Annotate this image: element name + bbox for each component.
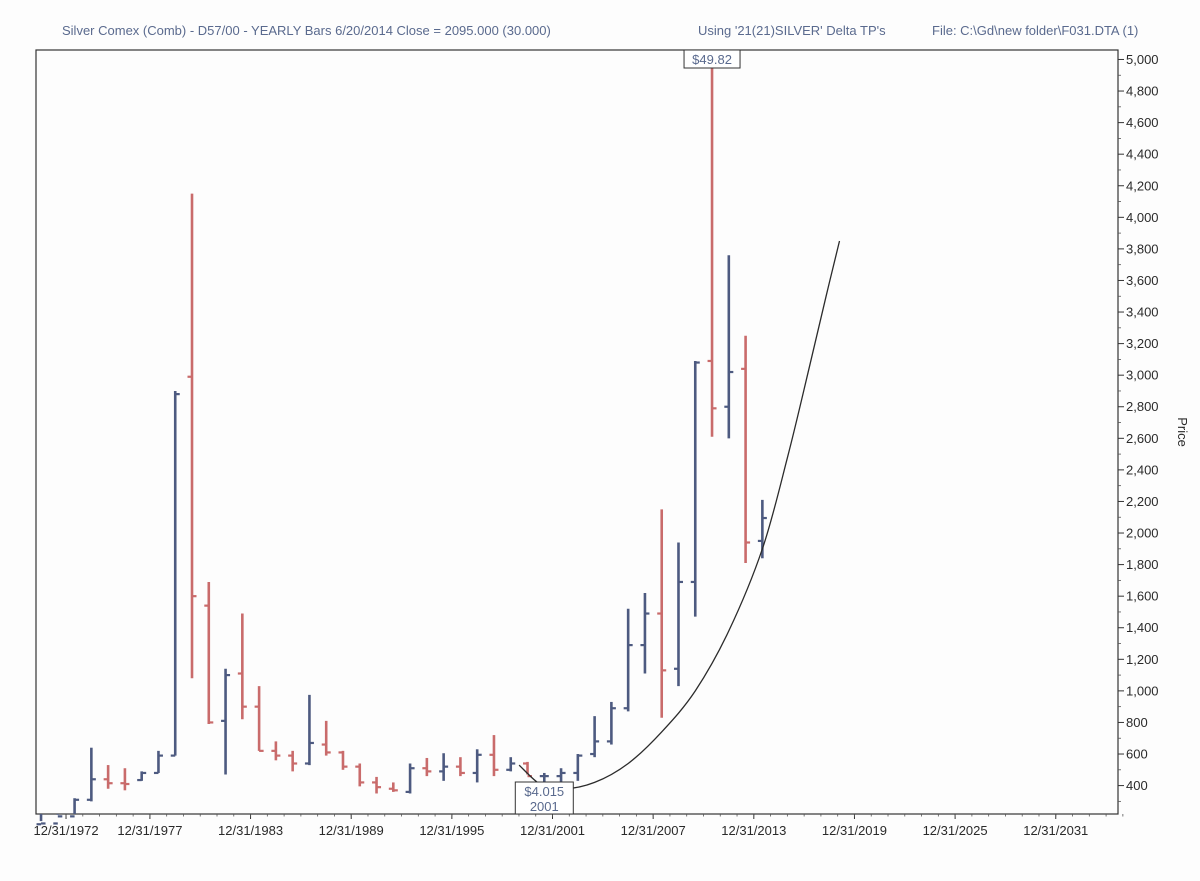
low-label-price: $4.015 [524, 784, 564, 799]
chart-using-info: Using '21(21)SILVER' Delta TP's [698, 23, 886, 38]
y-tick-label-22: 4,800 [1126, 84, 1159, 99]
y-tick-label-19: 4,200 [1126, 178, 1159, 193]
x-tick-label-6: 12/31/2007 [621, 823, 686, 838]
trend-curve [518, 240, 841, 790]
ohlc-bar-1973 [70, 798, 80, 818]
ohlc-bar-1980 [187, 193, 197, 679]
x-tick-label-5: 12/31/2001 [520, 823, 585, 838]
y-tick-label-20: 4,400 [1126, 147, 1159, 162]
ohlc-bar-1992 [388, 782, 398, 792]
ohlc-bar-1976 [120, 768, 130, 791]
ohlc-bar-1978 [153, 750, 163, 775]
ohlc-bar-2013 [741, 335, 751, 564]
x-tick-label-10: 12/31/2031 [1023, 823, 1088, 838]
x-tick-label-9: 12/31/2025 [923, 823, 988, 838]
y-tick-label-18: 4,000 [1126, 210, 1159, 225]
ohlc-bar-1991 [372, 776, 382, 794]
chart-title: Silver Comex (Comb) - D57/00 - YEARLY Ba… [62, 23, 551, 38]
ohlc-bar-1983 [237, 613, 247, 720]
ohlc-bar-1995 [439, 753, 449, 781]
ohlc-bar-2005 [606, 701, 616, 745]
ohlc-bar-1985 [271, 741, 281, 761]
ohlc-bar-2012 [724, 255, 734, 439]
ohlc-bar-1997 [472, 749, 482, 783]
y-tick-label-16: 3,600 [1126, 273, 1159, 288]
y-tick-label-13: 3,000 [1126, 368, 1159, 383]
x-tick-label-1: 12/31/1977 [117, 823, 182, 838]
ohlc-bar-1977 [137, 771, 147, 782]
ohlc-bar-1998 [489, 735, 499, 777]
ohlc-bar-1989 [338, 750, 348, 770]
ohlc-bar-2009 [673, 542, 683, 687]
y-tick-label-9: 2,200 [1126, 494, 1159, 509]
y-tick-label-8: 2,000 [1126, 526, 1159, 541]
y-tick-label-23: 5,000 [1126, 52, 1159, 67]
ohlc-series [36, 62, 767, 826]
y-axis-label: Price [1175, 417, 1190, 447]
ohlc-bar-1972 [53, 814, 63, 825]
ohlc-bar-1994 [422, 757, 432, 777]
ohlc-bar-1986 [288, 750, 298, 772]
ohlc-bar-1979 [170, 390, 180, 757]
ohlc-bar-2002 [556, 768, 566, 783]
low-label-box [514, 781, 574, 815]
chart-header: Silver Comex (Comb) - D57/00 - YEARLY Ba… [0, 0, 1200, 44]
y-tick-label-12: 2,800 [1126, 399, 1159, 414]
y-tick-label-1: 600 [1126, 747, 1148, 762]
x-tick-label-2: 12/31/1983 [218, 823, 283, 838]
ohlc-bar-2007 [640, 593, 650, 674]
ohlc-bar-2006 [623, 608, 633, 712]
y-tick-label-14: 3,200 [1126, 336, 1159, 351]
y-tick-label-2: 800 [1126, 715, 1148, 730]
y-tick-label-0: 400 [1126, 778, 1148, 793]
ohlc-bar-2011 [707, 62, 717, 437]
ohlc-bar-1974 [86, 747, 96, 802]
ohlc-bar-1984 [254, 686, 264, 752]
ohlc-bar-2010 [690, 360, 700, 617]
x-tick-label-7: 12/31/2013 [721, 823, 786, 838]
y-tick-label-3: 1,000 [1126, 683, 1159, 698]
ohlc-bar-1982 [221, 668, 231, 775]
ohlc-bar-1999 [506, 757, 516, 772]
ohlc-bar-1981 [204, 581, 214, 725]
ohlc-bar-1987 [304, 694, 314, 766]
y-tick-label-7: 1,800 [1126, 557, 1159, 572]
y-tick-label-4: 1,200 [1126, 652, 1159, 667]
high-label-text: $49.82 [692, 52, 732, 67]
y-tick-label-11: 2,600 [1126, 431, 1159, 446]
y-tick-label-6: 1,600 [1126, 589, 1159, 604]
ohlc-bar-2008 [657, 509, 667, 718]
y-tick-label-21: 4,600 [1126, 115, 1159, 130]
ohlc-bar-2004 [590, 716, 600, 758]
y-axis: 400 600 800 1,000 1,200 1,400 1,600 1,800 2,000 2… [1118, 52, 1159, 802]
ohlc-bar-1993 [405, 763, 415, 794]
x-tick-label-3: 12/31/1989 [319, 823, 384, 838]
y-tick-label-17: 3,800 [1126, 241, 1159, 256]
x-tick-label-0: 12/31/1972 [33, 823, 98, 838]
ohlc-bar-1988 [321, 720, 331, 756]
x-tick-label-8: 12/31/2019 [822, 823, 887, 838]
chart-file-info: File: C:\Gd\new folder\F031.DTA (1) [932, 23, 1139, 38]
x-tick-label-4: 12/31/1995 [419, 823, 484, 838]
x-axis: 12/31/1972 12/31/1977 12/31/1983 12/31/1989… [33, 814, 1124, 838]
y-tick-label-15: 3,400 [1126, 305, 1159, 320]
y-tick-label-10: 2,400 [1126, 462, 1159, 477]
ohlc-bar-1990 [355, 763, 365, 787]
ohlc-bar-2003 [573, 754, 583, 781]
y-tick-label-5: 1,400 [1126, 620, 1159, 635]
ohlc-bar-1975 [103, 765, 113, 789]
ohlc-bar-1996 [455, 757, 465, 777]
low-label-year: 2001 [530, 799, 559, 814]
high-label-box [683, 49, 741, 69]
plot-frame [35, 49, 1119, 815]
ohlc-bar-1971 [36, 814, 46, 826]
high-label: $49.82 [683, 49, 741, 69]
